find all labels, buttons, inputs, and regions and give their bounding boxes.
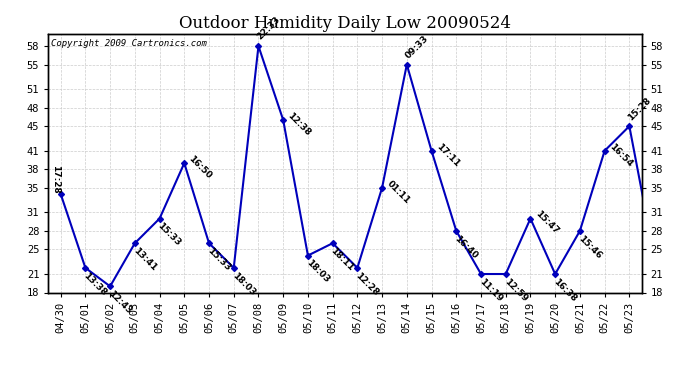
Text: 18:03: 18:03	[230, 271, 257, 297]
Text: 15:33: 15:33	[156, 221, 183, 248]
Text: 12:59: 12:59	[502, 277, 529, 303]
Text: 16:50: 16:50	[187, 154, 214, 180]
Text: 16:54: 16:54	[607, 142, 634, 168]
Text: Copyright 2009 Cartronics.com: Copyright 2009 Cartronics.com	[51, 39, 207, 48]
Text: 09:33: 09:33	[403, 34, 430, 60]
Text: 11:19: 11:19	[477, 277, 504, 303]
Text: 22:33: 22:33	[255, 15, 282, 42]
Text: 17:08: 17:08	[0, 374, 1, 375]
Text: 16:40: 16:40	[453, 234, 480, 260]
Text: 15:47: 15:47	[533, 209, 560, 236]
Text: 12:38: 12:38	[286, 111, 313, 138]
Text: 17:28: 17:28	[50, 165, 59, 194]
Text: 15:33: 15:33	[206, 246, 232, 273]
Text: 01:11: 01:11	[385, 178, 411, 205]
Text: 15:28: 15:28	[626, 95, 652, 122]
Title: Outdoor Humidity Daily Low 20090524: Outdoor Humidity Daily Low 20090524	[179, 15, 511, 32]
Text: 16:38: 16:38	[551, 277, 578, 303]
Text: 17:11: 17:11	[434, 142, 461, 168]
Text: 18:03: 18:03	[304, 258, 331, 285]
Text: 18:11: 18:11	[329, 246, 355, 273]
Text: 13:38: 13:38	[82, 271, 108, 297]
Text: 15:46: 15:46	[576, 234, 603, 260]
Text: 12:28: 12:28	[354, 271, 380, 297]
Text: 13:41: 13:41	[131, 246, 158, 273]
Text: 12:43: 12:43	[106, 289, 133, 316]
